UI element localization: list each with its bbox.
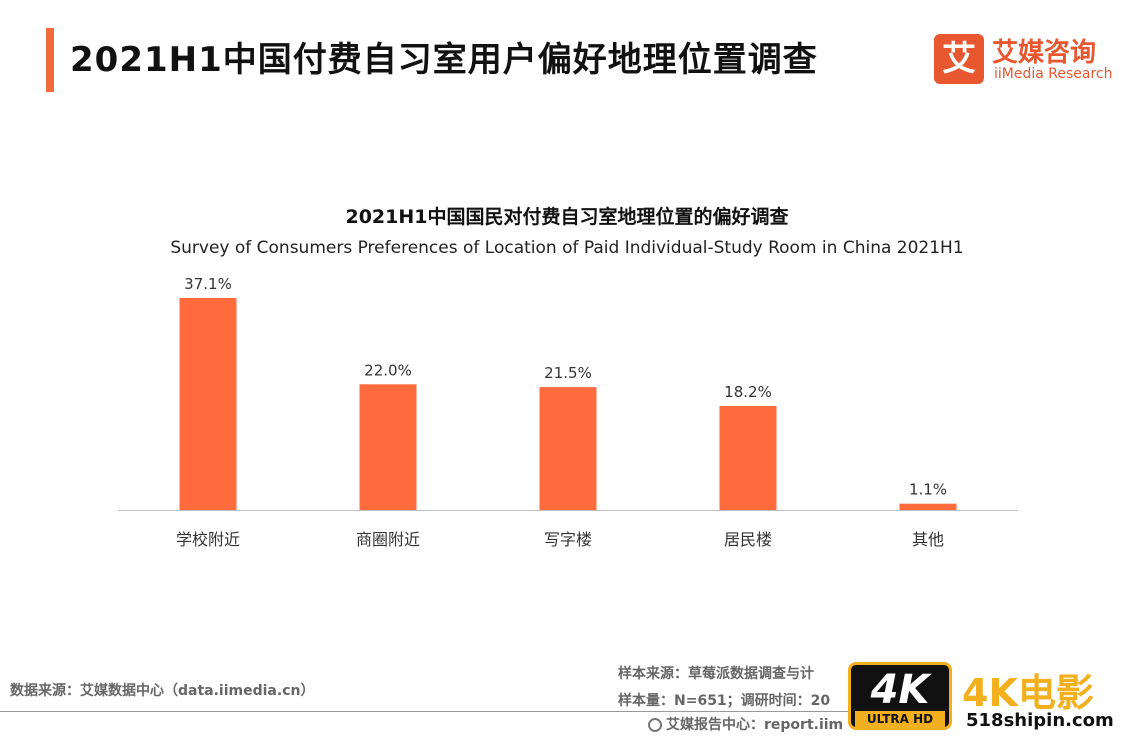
data-label: 37.1% — [184, 275, 232, 293]
report-center-note: 艾媒报告中心：report.iim — [648, 714, 843, 734]
watermark-brand: 4K电影 — [962, 671, 1094, 715]
badge-sub-text: ULTRA HD — [855, 711, 945, 727]
logo-mark-icon: 艾 — [934, 34, 984, 84]
iimedia-logo: 艾 艾媒咨询 iiMedia Research — [934, 32, 1114, 88]
category-label: 其他 — [912, 530, 944, 549]
bar — [539, 387, 597, 510]
sample-size-note: 样本量：N=651；调研时间：20 — [618, 693, 831, 709]
category-label: 写字楼 — [544, 530, 592, 549]
badge-main-text: 4K — [870, 667, 930, 713]
bar — [179, 298, 237, 510]
watermark: 4K ULTRA HD 4K电影 518shipin.com — [848, 662, 1134, 737]
chart-title: 2021H1中国国民对付费自习室地理位置的偏好调查 — [345, 206, 789, 228]
bar — [719, 406, 777, 510]
watermark-url: 518shipin.com — [966, 710, 1114, 731]
4k-badge-icon: 4K ULTRA HD — [848, 662, 952, 730]
sample-source-note: 样本来源：草莓派数据调查与计 — [618, 666, 814, 682]
data-label: 22.0% — [364, 361, 412, 379]
bar — [359, 384, 417, 510]
page-title: 2021H1中国付费自习室用户偏好地理位置调查 — [70, 40, 818, 80]
footer-divider — [0, 711, 870, 712]
category-label: 居民楼 — [724, 530, 772, 549]
logo-name-cn: 艾媒咨询 — [992, 38, 1097, 68]
title-accent-bar — [46, 28, 54, 92]
category-label: 学校附近 — [176, 530, 240, 549]
globe-icon — [648, 718, 662, 732]
chart-subtitle: Survey of Consumers Preferences of Locat… — [170, 238, 964, 258]
bar — [899, 503, 957, 510]
data-label: 18.2% — [724, 383, 772, 401]
data-label: 1.1% — [909, 481, 947, 499]
logo-name-en: iiMedia Research — [994, 66, 1113, 82]
data-source-note: 数据来源：艾媒数据中心（data.iimedia.cn） — [10, 683, 315, 699]
report-center-text: 艾媒报告中心：report.iim — [666, 717, 844, 733]
category-label: 商圈附近 — [356, 530, 420, 549]
data-label: 21.5% — [544, 364, 592, 382]
bar-chart: 37.1% 学校附近 22.0% 商圈附近 21.5% 写字楼 18.2% 居民楼 1.1% 其他 — [118, 275, 1018, 549]
